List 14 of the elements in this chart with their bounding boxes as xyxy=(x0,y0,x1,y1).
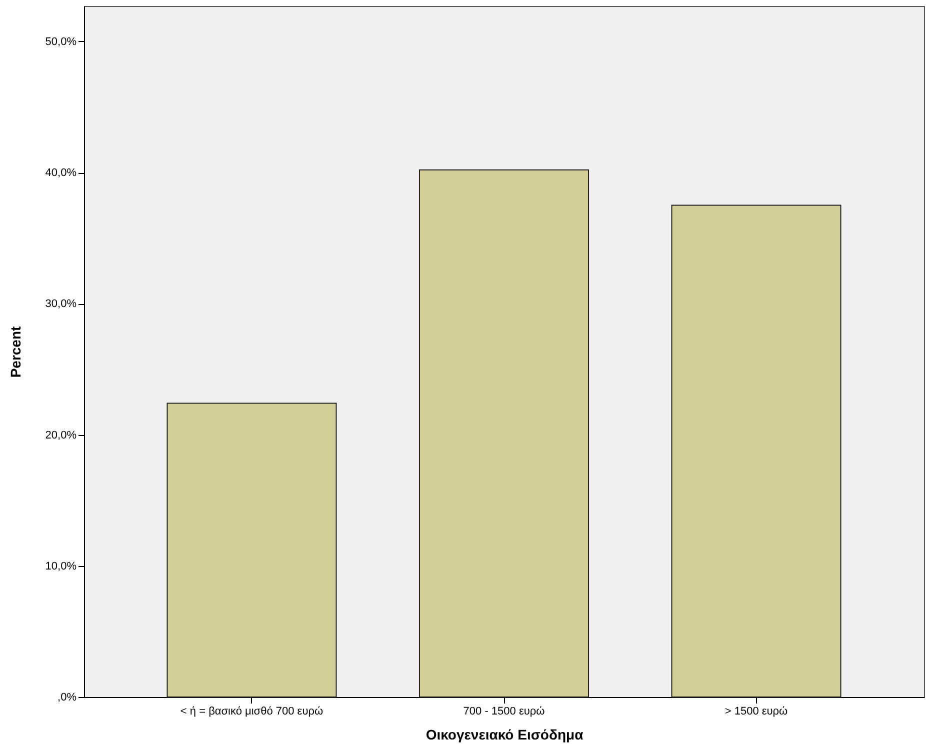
bar xyxy=(671,204,842,698)
bar xyxy=(418,169,590,698)
y-tick-label: ,0% xyxy=(58,692,77,704)
y-tick-label: 30,0% xyxy=(45,298,77,310)
y-tick-label: 20,0% xyxy=(45,429,77,442)
x-tick-label: 700 - 1500 ευρώ xyxy=(463,706,546,718)
y-axis-title: Percent xyxy=(7,326,24,378)
x-tick-label: < ή = βασικό μισθό 700 ευρώ xyxy=(180,706,324,718)
y-tick-label: 50,0% xyxy=(45,36,77,48)
x-tick-label: > 1500 ευρώ xyxy=(724,706,788,718)
x-axis-title: Οικογενειακό Εισόδημα xyxy=(426,726,584,742)
y-tick-label: 10,0% xyxy=(45,560,77,572)
bar xyxy=(166,402,337,698)
y-tick-label: 40,0% xyxy=(45,167,77,180)
